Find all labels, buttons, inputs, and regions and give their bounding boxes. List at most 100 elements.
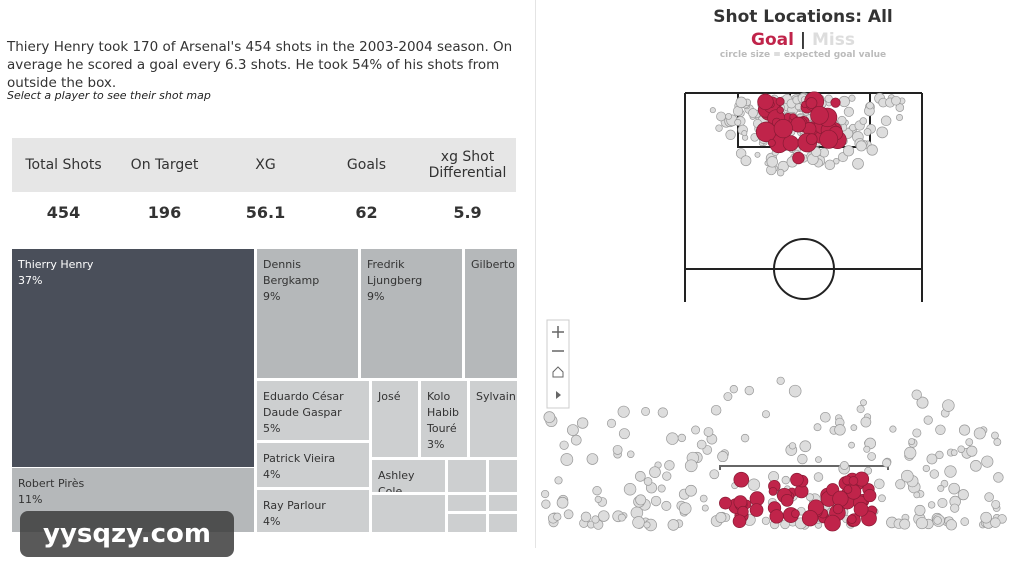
miss-dot — [944, 465, 957, 478]
legend-note: circle size = expected goal value — [719, 50, 887, 60]
goal-dot — [775, 97, 785, 106]
miss-dot — [991, 431, 999, 440]
treemap-tile[interactable]: Ray Parlour 4% — [256, 489, 370, 533]
miss-dot — [848, 441, 855, 449]
legend-miss[interactable]: Miss — [812, 30, 855, 50]
miss-dot — [797, 453, 808, 465]
miss-dot — [684, 459, 698, 473]
miss-dot — [586, 453, 599, 465]
legend-sep: | — [799, 30, 807, 50]
miss-dot — [626, 450, 635, 458]
miss-dot — [580, 511, 592, 523]
tile-name: Ashley Cole — [378, 469, 415, 493]
miss-dot — [664, 460, 675, 471]
miss-dot — [716, 111, 726, 122]
miss-dot — [859, 117, 868, 125]
treemap-tile — [488, 513, 518, 533]
miss-dot — [899, 518, 911, 530]
miss-dot — [860, 399, 867, 407]
goal-dot — [780, 494, 794, 507]
goal-dot — [732, 514, 747, 529]
treemap-tile — [488, 494, 518, 512]
miss-dot — [662, 471, 672, 481]
goal-dot — [792, 151, 805, 165]
miss-dot — [667, 519, 680, 531]
tile-share: 3% — [427, 438, 445, 451]
miss-dot — [734, 118, 742, 126]
miss-dot — [863, 128, 872, 136]
miss-dot — [933, 516, 942, 525]
treemap-tile[interactable]: Ashley Cole — [371, 459, 446, 493]
miss-dot — [553, 512, 562, 521]
tile-name: Thierry Henry — [18, 258, 94, 271]
miss-dot — [634, 471, 646, 482]
miss-dot — [717, 451, 729, 463]
miss-dot — [735, 96, 747, 108]
zoom-controls[interactable] — [546, 319, 570, 409]
tile-name: Gilberto — [471, 258, 515, 271]
miss-dot — [856, 405, 865, 414]
tile-share: 5% — [263, 422, 281, 435]
goal-dot — [863, 489, 877, 503]
tile-name: Eduardo César Daude Gaspar — [263, 390, 344, 419]
miss-dot — [960, 517, 970, 526]
miss-dot — [843, 145, 855, 157]
miss-dot — [929, 469, 939, 479]
miss-dot — [813, 423, 822, 432]
miss-dot — [761, 516, 771, 525]
treemap-tile[interactable]: Fredrik Ljungberg 9% — [360, 248, 463, 379]
treemap-tile[interactable]: Thierry Henry 37% — [11, 248, 255, 468]
miss-dot — [678, 502, 692, 515]
miss-dot — [677, 433, 687, 443]
treemap-tile[interactable]: Gilberto — [464, 248, 518, 379]
goal-dot — [769, 509, 784, 524]
miss-dot — [981, 455, 994, 468]
goal-dot — [832, 490, 849, 507]
tile-name: Kolo Habib Touré — [427, 390, 460, 435]
miss-dot — [649, 466, 661, 479]
miss-dot — [984, 492, 994, 502]
kpi-value: 5.9 — [453, 203, 482, 222]
treemap-tile — [371, 494, 446, 533]
tile-share: 37% — [18, 274, 43, 287]
miss-dot — [914, 504, 926, 516]
miss-dot — [863, 445, 871, 453]
miss-dot — [735, 148, 747, 159]
miss-dot — [657, 484, 666, 493]
tile-share: 9% — [367, 290, 385, 303]
kpi-value: 56.1 — [245, 203, 286, 222]
miss-dot — [815, 456, 822, 464]
miss-dot — [618, 428, 630, 440]
miss-dot — [632, 516, 645, 529]
goal-dot — [790, 472, 804, 487]
treemap-tile[interactable]: José — [371, 380, 419, 458]
goal-dot — [719, 496, 732, 510]
treemap-tile[interactable]: Dennis Bergkamp 9% — [256, 248, 359, 379]
treemap-tile — [447, 494, 487, 512]
goal-dot — [848, 476, 859, 486]
treemap-tile[interactable]: Patrick Vieira 4% — [256, 442, 370, 488]
legend-goal[interactable]: Goal — [751, 30, 794, 50]
box-line — [719, 465, 889, 470]
miss-dot — [710, 404, 722, 416]
miss-dot — [880, 115, 892, 127]
miss-dot — [592, 486, 602, 496]
miss-dot — [715, 512, 727, 523]
miss-dot — [824, 159, 836, 171]
kpi-header — [12, 138, 516, 192]
treemap-tile[interactable]: Eduardo César Daude Gaspar 5% — [256, 380, 370, 441]
miss-dot — [927, 501, 936, 509]
goal-dot — [819, 129, 839, 149]
treemap-tile[interactable]: Kolo Habib Touré 3% — [420, 380, 468, 458]
miss-dot — [834, 424, 846, 436]
treemap-tile[interactable]: Sylvain — [469, 380, 518, 458]
goal-dot — [801, 510, 819, 527]
miss-dot — [635, 494, 647, 506]
miss-dot — [657, 407, 668, 418]
miss-dot — [591, 515, 600, 524]
tile-share: 9% — [263, 290, 281, 303]
miss-dot — [901, 469, 914, 483]
goal-dot — [767, 138, 776, 147]
miss-dot — [957, 445, 965, 453]
